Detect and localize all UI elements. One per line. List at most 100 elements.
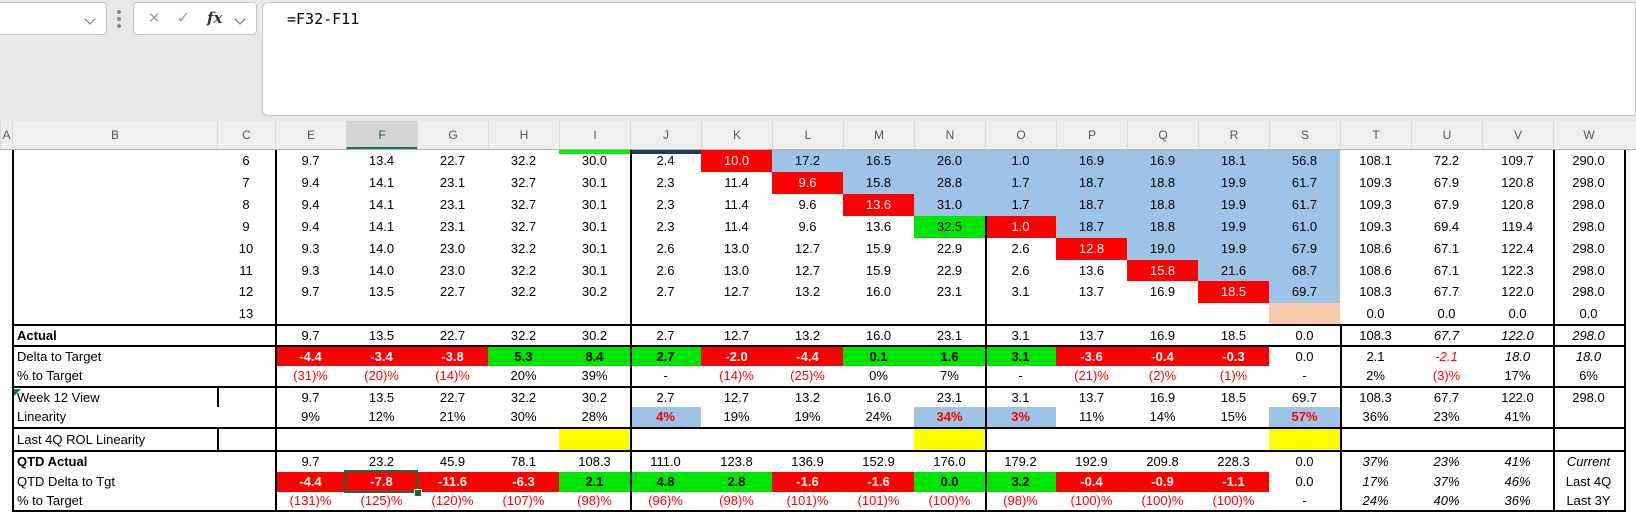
cell-T-wk10[interactable]: 108.6 bbox=[1359, 241, 1392, 256]
cell-G-wk9[interactable]: 23.1 bbox=[439, 219, 466, 234]
cell-J-qtd_delta[interactable]: 4.8 bbox=[630, 472, 701, 492]
column-header-B[interactable]: B bbox=[12, 121, 217, 149]
cell-N-delta_to_target[interactable]: 1.6 bbox=[914, 347, 985, 366]
cell-S-wk8[interactable]: 61.7 bbox=[1269, 194, 1340, 216]
cell-R-delta_to_target[interactable]: -0.3 bbox=[1198, 347, 1269, 366]
cell-G-linearity[interactable]: 21% bbox=[439, 409, 466, 424]
column-header-E[interactable]: E bbox=[275, 121, 346, 149]
cell-H-qtd_delta[interactable]: -6.3 bbox=[488, 472, 559, 492]
cell-L-wk7[interactable]: 9.6 bbox=[772, 172, 843, 194]
cell-H-linearity[interactable]: 30% bbox=[510, 409, 537, 424]
row-label-qtd_delta[interactable]: QTD Delta to Tgt bbox=[17, 474, 116, 489]
cell-Q-qtd_pct_to_target[interactable]: (100)% bbox=[1141, 493, 1184, 508]
cell-U-wk8[interactable]: 67.9 bbox=[1433, 197, 1460, 212]
cell-E-qtd_delta[interactable]: -4.4 bbox=[275, 472, 346, 492]
cell-I-delta_to_target[interactable]: 8.4 bbox=[559, 347, 630, 366]
cell-S-wk10[interactable]: 67.9 bbox=[1269, 238, 1340, 260]
cell-K-qtd_pct_to_target[interactable]: (98)% bbox=[719, 493, 754, 508]
cell-G-qtd_pct_to_target[interactable]: (120)% bbox=[431, 493, 474, 508]
cell-S-delta_to_target[interactable]: 0.0 bbox=[1295, 349, 1314, 364]
cell-V-week12_view[interactable]: 122.0 bbox=[1501, 390, 1534, 405]
cell-U-qtd_pct_to_target[interactable]: 40% bbox=[1433, 493, 1460, 508]
cell-L-delta_to_target[interactable]: -4.4 bbox=[772, 347, 843, 366]
column-header-P[interactable]: P bbox=[1056, 121, 1127, 149]
row-label-week12_view[interactable]: Week 12 View bbox=[17, 390, 100, 405]
column-header-I[interactable]: I bbox=[559, 121, 630, 149]
cell-G-week12_view[interactable]: 22.7 bbox=[439, 390, 466, 405]
cell-L-wk12[interactable]: 13.2 bbox=[794, 284, 821, 299]
cell-L-wk6[interactable]: 17.2 bbox=[772, 150, 843, 172]
cell-M-actual[interactable]: 16.0 bbox=[865, 328, 892, 343]
cell-R-wk8[interactable]: 19.9 bbox=[1198, 194, 1269, 216]
cell-E-wk8[interactable]: 9.4 bbox=[301, 197, 320, 212]
cell-S-qtd_actual[interactable]: 0.0 bbox=[1295, 454, 1314, 469]
cell-M-linearity[interactable]: 24% bbox=[865, 409, 892, 424]
cell-M-qtd_actual[interactable]: 152.9 bbox=[862, 454, 895, 469]
cell-K-wk7[interactable]: 11.4 bbox=[724, 175, 749, 190]
cell-V-qtd_actual[interactable]: 41% bbox=[1504, 454, 1531, 469]
cell-U-wk11[interactable]: 67.1 bbox=[1433, 263, 1460, 278]
cell-H-wk10[interactable]: 32.2 bbox=[510, 241, 537, 256]
cell-R-linearity[interactable]: 15% bbox=[1220, 409, 1247, 424]
cell-I-pct_to_target[interactable]: 39% bbox=[581, 368, 608, 383]
cell-Q-wk10[interactable]: 19.0 bbox=[1127, 238, 1198, 260]
cell-K-actual[interactable]: 12.7 bbox=[723, 328, 750, 343]
cell-Q-wk6[interactable]: 16.9 bbox=[1127, 150, 1198, 172]
cell-Q-week12_view[interactable]: 16.9 bbox=[1149, 390, 1176, 405]
cell-V-linearity[interactable]: 41% bbox=[1504, 409, 1531, 424]
cell-H-pct_to_target[interactable]: 20% bbox=[510, 368, 537, 383]
cell-K-pct_to_target[interactable]: (14)% bbox=[719, 368, 754, 383]
cell-K-wk9[interactable]: 11.4 bbox=[724, 219, 749, 234]
cell-F-wk12[interactable]: 13.5 bbox=[368, 284, 395, 299]
cell-C-wk10[interactable]: 10 bbox=[238, 241, 254, 256]
cell-S-linearity[interactable]: 57% bbox=[1269, 407, 1340, 427]
cell-J-pct_to_target[interactable]: - bbox=[663, 368, 668, 383]
cell-H-actual[interactable]: 32.2 bbox=[510, 328, 537, 343]
cell-F-wk10[interactable]: 14.0 bbox=[368, 241, 395, 256]
cell-Q-pct_to_target[interactable]: (2)% bbox=[1148, 368, 1177, 383]
cell-H-wk7[interactable]: 32.7 bbox=[510, 175, 537, 190]
cell-O-pct_to_target[interactable]: - bbox=[1018, 368, 1023, 383]
cell-J-wk12[interactable]: 2.7 bbox=[656, 284, 675, 299]
cell-C-wk8[interactable]: 8 bbox=[242, 197, 250, 212]
column-header-T[interactable]: T bbox=[1340, 121, 1411, 149]
cell-N-qtd_actual[interactable]: 176.0 bbox=[933, 454, 966, 469]
cell-G-qtd_actual[interactable]: 45.9 bbox=[439, 454, 466, 469]
cell-J-wk7[interactable]: 2.3 bbox=[656, 175, 675, 190]
cell-R-wk9[interactable]: 19.9 bbox=[1198, 216, 1269, 238]
cell-O-wk12[interactable]: 3.1 bbox=[1011, 284, 1030, 299]
cell-V-wk10[interactable]: 122.4 bbox=[1501, 241, 1534, 256]
cell-L-linearity[interactable]: 19% bbox=[794, 409, 821, 424]
cell-G-pct_to_target[interactable]: (14)% bbox=[435, 368, 470, 383]
cell-V-wk9[interactable]: 119.4 bbox=[1501, 219, 1534, 234]
column-header-U[interactable]: U bbox=[1411, 121, 1482, 149]
cell-F-pct_to_target[interactable]: (20)% bbox=[364, 368, 399, 383]
cell-L-wk10[interactable]: 12.7 bbox=[794, 241, 821, 256]
cell-K-wk12[interactable]: 12.7 bbox=[723, 284, 750, 299]
column-header-R[interactable]: R bbox=[1198, 121, 1269, 149]
cell-N-wk10[interactable]: 22.9 bbox=[936, 241, 963, 256]
cell-K-wk10[interactable]: 13.0 bbox=[723, 241, 750, 256]
cell-R-pct_to_target[interactable]: (1)% bbox=[1219, 368, 1248, 383]
cell-U-wk6[interactable]: 72.2 bbox=[1433, 153, 1460, 168]
cell-W-wk8[interactable]: 298.0 bbox=[1572, 197, 1605, 212]
cell-M-qtd_delta[interactable]: -1.6 bbox=[843, 472, 914, 492]
cell-O-qtd_pct_to_target[interactable]: (98)% bbox=[1003, 493, 1038, 508]
cell-J-wk6[interactable]: 2.4 bbox=[656, 153, 675, 168]
cell-O-qtd_delta[interactable]: 3.2 bbox=[985, 472, 1056, 492]
column-header-C[interactable]: C bbox=[217, 121, 275, 149]
cell-W-qtd_delta[interactable]: Last 4Q bbox=[1565, 474, 1612, 489]
column-header-M[interactable]: M bbox=[843, 121, 914, 149]
cell-Q-wk7[interactable]: 18.8 bbox=[1127, 172, 1198, 194]
cell-V-delta_to_target[interactable]: 18.0 bbox=[1504, 349, 1531, 364]
cell-T-pct_to_target[interactable]: 2% bbox=[1366, 368, 1385, 383]
cell-U-week12_view[interactable]: 67.7 bbox=[1433, 390, 1460, 405]
cell-F-wk7[interactable]: 14.1 bbox=[368, 175, 395, 190]
cell-G-actual[interactable]: 22.7 bbox=[439, 328, 466, 343]
cell-U-qtd_actual[interactable]: 23% bbox=[1433, 454, 1460, 469]
formula-dropdown-icon[interactable] bbox=[234, 10, 247, 28]
row-label-pct_to_target[interactable]: % to Target bbox=[17, 368, 83, 383]
cell-G-wk12[interactable]: 22.7 bbox=[439, 284, 466, 299]
cell-L-qtd_delta[interactable]: -1.6 bbox=[772, 472, 843, 492]
cell-W-actual[interactable]: 298.0 bbox=[1572, 328, 1605, 343]
